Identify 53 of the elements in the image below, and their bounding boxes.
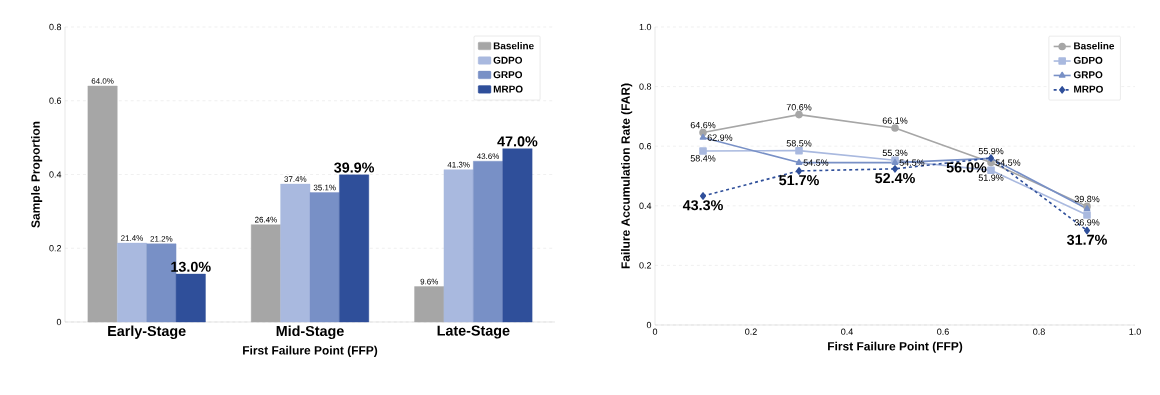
legend-label: MRPO <box>1074 85 1103 93</box>
legend-label: GDPO <box>493 56 523 64</box>
data-label: 58.4% <box>690 155 716 162</box>
y-tick-label: 0.2 <box>49 245 62 252</box>
y-tick-label: 0.4 <box>49 171 62 178</box>
data-label: 13.0% <box>171 261 211 272</box>
data-label: 43.3% <box>682 200 723 211</box>
y-axis-title: Failure Accumulation Rate (FAR) <box>621 83 633 269</box>
data-label: 70.6% <box>786 104 812 111</box>
data-label: 55.9% <box>978 147 1004 155</box>
data-label: 31.7% <box>1067 234 1107 245</box>
data-label: 39.9% <box>334 162 375 173</box>
data-label: 39.8% <box>1074 195 1100 203</box>
data-label: 56.0% <box>946 162 987 173</box>
y-tick-label: 0.2 <box>639 262 652 269</box>
data-label: 62.9% <box>707 134 733 141</box>
legend-label: GRPO <box>493 71 523 79</box>
data-label: 52.4% <box>875 173 915 184</box>
x-tick-label: 0.6 <box>937 328 949 335</box>
data-label: 58.5% <box>786 140 812 147</box>
x-tick-label: 1.0 <box>1129 328 1141 335</box>
data-label: 54.5% <box>899 159 925 166</box>
data-label: 64.6% <box>690 121 716 129</box>
data-label: 51.7% <box>779 175 819 186</box>
data-label: 51.9% <box>978 174 1004 181</box>
y-axis-title: Sample Proportion <box>31 121 43 228</box>
y-tick-label: 1.0 <box>639 23 652 31</box>
y-tick-label: 0.6 <box>639 143 652 150</box>
x-tick-label: Mid-Stage <box>276 325 344 339</box>
data-label: 66.1% <box>882 117 908 124</box>
x-tick-label: Late-Stage <box>437 325 510 339</box>
y-tick-label: 0 <box>56 318 62 326</box>
x-axis-title: First Failure Point (FFP) <box>243 345 378 357</box>
data-label: 55.3% <box>882 149 908 157</box>
legend-label: MRPO <box>493 85 523 93</box>
data-label: 54.5% <box>803 159 829 166</box>
x-axis-title: First Failure Point (FFP) <box>828 341 963 353</box>
y-tick-label: 0.6 <box>49 97 62 104</box>
y-tick-label: 0.4 <box>639 202 652 209</box>
y-tick-label: 0.8 <box>639 83 652 90</box>
data-label: 54.5% <box>995 159 1021 166</box>
x-tick-label: 0.4 <box>841 328 853 335</box>
x-tick-label: 0.2 <box>745 328 757 335</box>
x-tick-label: 0.8 <box>1033 328 1045 335</box>
x-tick-label: Early-Stage <box>108 325 186 339</box>
legend-label: GRPO <box>1073 71 1103 79</box>
legend-label: Baseline <box>493 42 534 50</box>
y-tick-label: 0.8 <box>49 23 62 31</box>
x-tick-label: 0 <box>652 328 658 335</box>
legend-label: GDPO <box>1073 56 1103 64</box>
data-label: 47.0% <box>497 136 538 147</box>
legend-label: Baseline <box>1074 42 1115 50</box>
data-label: 36.9% <box>1074 219 1100 226</box>
